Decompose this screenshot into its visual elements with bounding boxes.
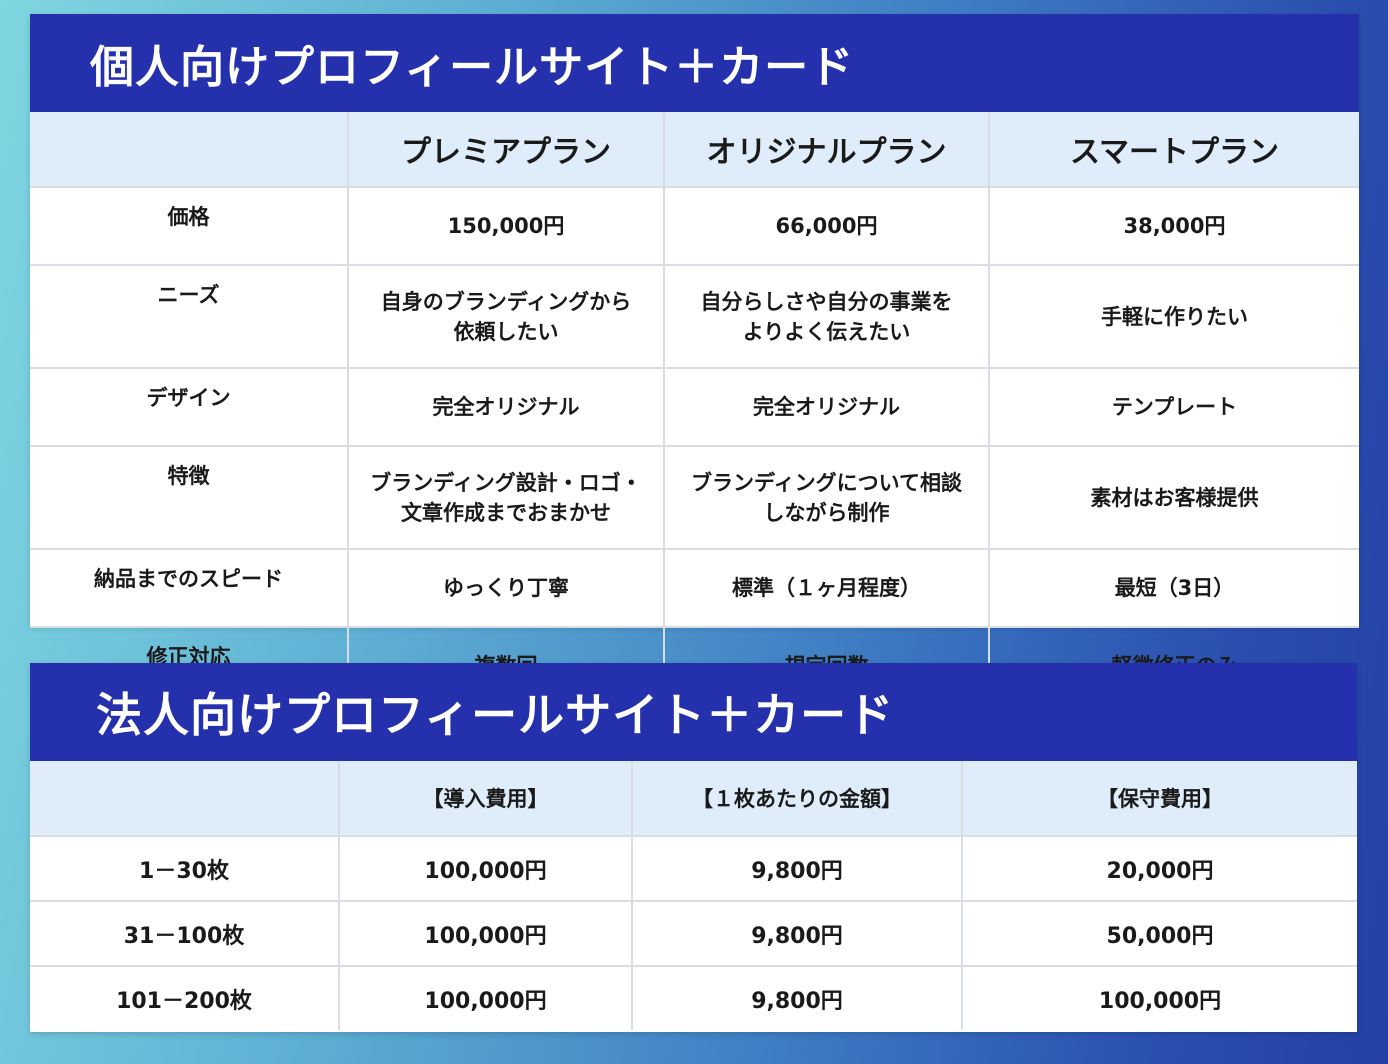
cell-premier-speed: ゆっくり丁寧 (347, 548, 665, 628)
cell-premier-design: 完全オリジナル (347, 367, 665, 447)
cell-line: 素材はお客様提供 (1090, 485, 1259, 510)
cell-smart-features: 素材はお客様提供 (988, 445, 1359, 550)
individual-pricing-table: プレミアプラン オリジナルプラン スマートプラン 価格 150,000円 66,… (30, 112, 1359, 704)
table-row: 1－30枚 100,000円 9,800円 20,000円 (30, 835, 1357, 902)
plan-header-smart: スマートプラン (988, 112, 1359, 188)
cell-line: 文章作成までおまかせ (401, 500, 611, 525)
cell-line: よりよく伝えたい (742, 319, 911, 344)
cell-smart-speed: 最短（3日） (988, 548, 1359, 628)
row-label-tier: 101－200枚 (30, 965, 340, 1030)
table-row: 特徴 ブランディング設計・ロゴ・ 文章作成までおまかせ ブランディングについて相… (30, 445, 1359, 550)
row-label-price: 価格 (30, 186, 349, 266)
cell-line: 自身のブランディングから (380, 289, 632, 314)
plan-header-original: オリジナルプラン (663, 112, 990, 188)
cell-smart-price: 38,000円 (988, 186, 1359, 266)
plan-header-premier: プレミアプラン (347, 112, 665, 188)
cell-setup-fee: 100,000円 (338, 900, 633, 967)
row-label-tier: 1－30枚 (30, 835, 340, 902)
cell-per-card-price: 9,800円 (631, 965, 963, 1030)
header-corner (30, 761, 340, 837)
cell-original-features: ブランディングについて相談 しながら制作 (663, 445, 990, 550)
cell-line: ブランディング設計・ロゴ・ (370, 470, 642, 495)
cell-smart-design: テンプレート (988, 367, 1359, 447)
row-label-needs: ニーズ (30, 264, 349, 369)
cell-line: しながら制作 (763, 500, 890, 525)
column-header-per-card-price: 【１枚あたりの金額】 (631, 761, 963, 837)
table-row: デザイン 完全オリジナル 完全オリジナル テンプレート (30, 367, 1359, 447)
corporate-pricing-table: 【導入費用】 【１枚あたりの金額】 【保守費用】 1－30枚 100,000円 … (30, 761, 1357, 1030)
cell-per-card-price: 9,800円 (631, 900, 963, 967)
cell-line: 依頼したい (453, 319, 559, 344)
header-corner (30, 112, 349, 188)
individual-pricing-title: 個人向けプロフィールサイト＋カード (30, 14, 1359, 112)
cell-maintenance-fee: 50,000円 (961, 900, 1357, 967)
cell-premier-features: ブランディング設計・ロゴ・ 文章作成までおまかせ (347, 445, 665, 550)
table-row: 31－100枚 100,000円 9,800円 50,000円 (30, 900, 1357, 967)
cell-setup-fee: 100,000円 (338, 965, 633, 1030)
column-header-setup-fee: 【導入費用】 (338, 761, 633, 837)
cell-line: 自分らしさや自分の事業を (700, 289, 953, 314)
corporate-pricing-title: 法人向けプロフィールサイト＋カード (30, 663, 1357, 761)
individual-pricing-panel: 個人向けプロフィールサイト＋カード プレミアプラン オリジナルプラン スマートプ… (30, 14, 1359, 704)
table-header-row: プレミアプラン オリジナルプラン スマートプラン (30, 112, 1359, 188)
cell-premier-needs: 自身のブランディングから 依頼したい (347, 264, 665, 369)
cell-premier-price: 150,000円 (347, 186, 665, 266)
row-label-delivery-speed: 納品までのスピード (30, 548, 349, 628)
cell-line: ブランディングについて相談 (691, 470, 962, 495)
corporate-pricing-panel: 法人向けプロフィールサイト＋カード 【導入費用】 【１枚あたりの金額】 【保守費… (30, 663, 1357, 1032)
cell-original-needs: 自分らしさや自分の事業を よりよく伝えたい (663, 264, 990, 369)
table-row: 価格 150,000円 66,000円 38,000円 (30, 186, 1359, 266)
table-row: 納品までのスピード ゆっくり丁寧 標準（１ヶ月程度） 最短（3日） (30, 548, 1359, 628)
cell-original-design: 完全オリジナル (663, 367, 990, 447)
column-header-maintenance-fee: 【保守費用】 (961, 761, 1357, 837)
cell-original-speed: 標準（１ヶ月程度） (663, 548, 990, 628)
cell-maintenance-fee: 20,000円 (961, 835, 1357, 902)
cell-setup-fee: 100,000円 (338, 835, 633, 902)
cell-line: 手軽に作りたい (1101, 304, 1248, 329)
cell-per-card-price: 9,800円 (631, 835, 963, 902)
cell-maintenance-fee: 100,000円 (961, 965, 1357, 1030)
row-label-features: 特徴 (30, 445, 349, 550)
table-row: 101－200枚 100,000円 9,800円 100,000円 (30, 965, 1357, 1030)
table-row: ニーズ 自身のブランディングから 依頼したい 自分らしさや自分の事業を よりよく… (30, 264, 1359, 369)
cell-smart-needs: 手軽に作りたい (988, 264, 1359, 369)
row-label-tier: 31－100枚 (30, 900, 340, 967)
cell-original-price: 66,000円 (663, 186, 990, 266)
row-label-design: デザイン (30, 367, 349, 447)
table-header-row: 【導入費用】 【１枚あたりの金額】 【保守費用】 (30, 761, 1357, 837)
